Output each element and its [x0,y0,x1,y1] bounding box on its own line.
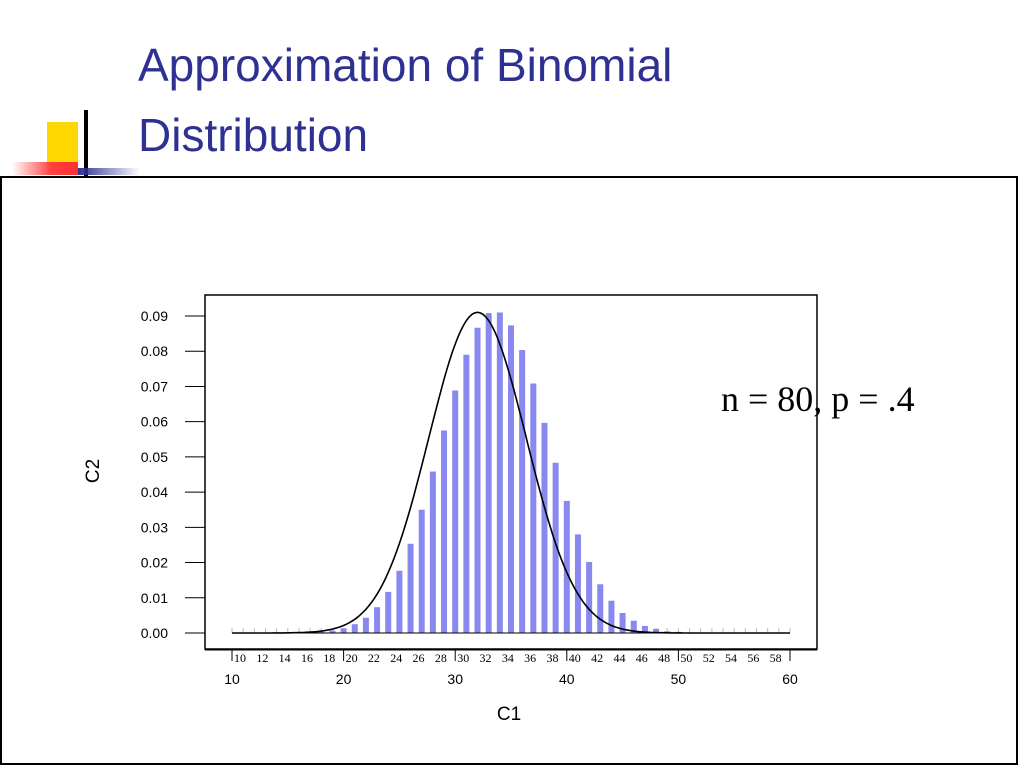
bar [374,607,381,633]
x-category-label: 58 [770,651,782,665]
bar [641,625,648,633]
x-major-tick-label: 10 [224,671,240,687]
bar [441,430,448,633]
x-category-label: 52 [703,651,715,665]
x-category-label: 36 [524,651,536,665]
y-tick-label: 0.06 [141,414,168,430]
plot-area [204,294,818,650]
bar [597,584,604,633]
decorative-blue-bar [78,168,140,175]
y-tick-label: 0.02 [141,555,168,571]
x-category-label: 26 [413,651,425,665]
bar [519,350,526,633]
slide-title: Approximation of Binomial Distribution [138,30,898,170]
x-category-label: 34 [502,651,514,665]
bar [530,383,537,633]
x-major-tick-label: 60 [782,671,798,687]
bar [407,543,414,633]
bar [418,509,425,633]
decorative-red-bar [12,162,78,175]
bar [485,313,492,633]
bar [552,462,559,633]
bar [474,327,481,633]
slide-title-line-2: Distribution [138,109,369,161]
x-major-tick-label: 50 [671,671,687,687]
x-category-label: 28 [435,651,447,665]
bar [340,628,347,633]
y-tick-label: 0.07 [141,378,168,394]
x-category-label: 54 [725,651,737,665]
y-tick-label: 0.01 [141,590,168,606]
x-category-label: 50 [680,651,692,665]
bar [508,325,514,633]
x-category-label: 20 [346,651,358,665]
bar [619,613,626,633]
x-category-label: 12 [256,651,268,665]
y-tick-label: 0.04 [141,484,168,500]
x-category-label: 22 [368,651,380,665]
x-category-label: 40 [569,651,581,665]
normal-curve [232,311,790,634]
x-major-tick-label: 20 [336,671,352,687]
y-axis-label: C2 [83,459,104,483]
bar [574,534,581,633]
x-category-label: 18 [323,651,335,665]
bar [452,390,459,633]
x-category-label: 32 [480,651,492,665]
x-major-tick-label: 40 [559,671,575,687]
x-category-label: 42 [591,651,603,665]
bar [463,354,470,633]
x-category-label: 16 [301,651,313,665]
x-major-tick-label: 30 [447,671,463,687]
y-tick-label: 0.08 [141,343,168,359]
bar [351,624,358,633]
bar [541,422,548,633]
bar [653,628,660,633]
bar [362,617,369,633]
bar [608,600,615,633]
bar [396,570,403,633]
x-category-label: 48 [658,651,670,665]
y-tick-label: 0.09 [141,308,168,324]
bar [329,630,336,633]
x-category-label: 30 [457,651,469,665]
bar [496,312,503,633]
x-category-label: 38 [546,651,558,665]
x-category-label: 46 [636,651,648,665]
bar [429,471,436,633]
x-axis-label: C1 [497,704,521,725]
bar [630,620,637,633]
y-tick-label: 0.05 [141,449,168,465]
y-tick-label: 0.03 [141,519,168,535]
x-category-label: 14 [279,651,291,665]
x-category-label: 10 [234,651,246,665]
bar [318,631,325,633]
y-tick-label: 0.00 [141,625,168,641]
chart-annotation: n = 80, p = .4 [721,379,915,419]
decorative-black-line [84,110,88,176]
bar [385,591,392,633]
x-category-label: 44 [613,651,625,665]
bar [586,561,593,633]
slide-title-line-1: Approximation of Binomial [138,39,673,91]
bar [563,500,570,633]
x-category-label: 24 [390,651,402,665]
x-category-label: 56 [747,651,759,665]
